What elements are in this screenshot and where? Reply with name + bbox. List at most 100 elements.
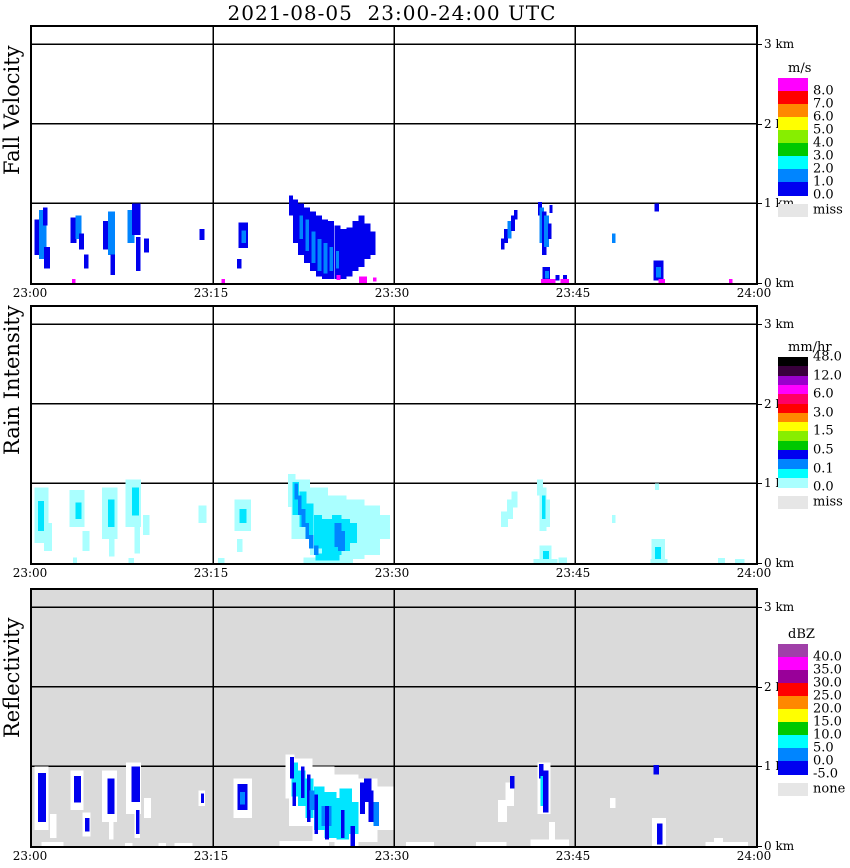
legend-color-cell [778,477,808,488]
data-bin [363,778,372,803]
data-bin [174,842,193,846]
data-bin [308,535,314,549]
data-bin [131,766,140,803]
y-tick-mark [756,766,762,768]
x-tick-label: 23:30 [374,286,410,300]
x-tick-label: 23:45 [555,566,591,580]
x-tick-label: 23:00 [12,286,48,300]
legend-color-cell [778,375,808,386]
data-bin [127,209,135,244]
data-bin [549,822,556,842]
legend-color-cell [778,683,808,697]
y-tick-label: 0 km [764,276,795,290]
legend-color-cell [778,422,808,432]
legend-unit-reflectivity: dBZ [788,627,815,642]
y-tick-label: 0 km [764,839,795,853]
data-bin [292,782,297,807]
legend-color-cell [778,91,808,105]
x-tick-label: 24:00 [736,286,772,300]
legend-missing-label: miss [813,494,843,510]
data-bin [108,211,116,256]
data-bin [306,503,314,540]
x-tick-label: 24:00 [736,566,772,580]
data-bin [713,838,723,842]
data-bin [611,515,616,524]
data-bin [537,479,543,496]
data-bin [132,203,141,236]
data-bin [364,505,381,556]
legend-missing-label: none [813,781,846,797]
legend-unit-rain-intensity: mm/hr [788,340,832,355]
data-bin [654,203,659,212]
data-bin [329,247,333,272]
legend-color-cell [778,394,808,404]
data-bin [497,799,507,823]
data-bin [44,523,52,552]
data-bin [309,790,315,811]
data-bin [657,823,663,845]
data-bin [79,233,84,250]
data-bin [75,502,82,520]
data-bin [658,279,665,283]
data-bin [341,519,350,551]
data-bin [198,505,207,524]
data-bin [313,786,325,831]
data-bin [541,279,556,283]
data-bin [511,215,516,232]
data-bin [108,499,115,528]
data-bin [350,523,358,544]
legend-missing-label: miss [813,202,843,218]
data-bin [293,199,298,244]
legend-value-label: 0.0 [813,753,834,769]
data-bin [74,776,81,803]
data-bin [132,487,139,516]
data-bin [50,814,57,839]
data-bin [364,223,371,260]
y-tick-mark [756,44,762,46]
data-bin [655,483,659,490]
data-bin [655,267,662,278]
x-tick-label: 23:00 [12,849,48,863]
panel-label-rain-intensity: Rain Intensity [0,305,24,455]
data-bin [301,508,306,528]
data-bin [655,547,662,559]
data-bin [109,539,115,557]
legend-value-label: 1.5 [813,423,834,439]
data-bin [533,559,558,563]
legend-color-cell [778,412,808,423]
plot-area-rain-intensity [32,307,756,563]
y-tick-mark [756,203,762,205]
y-tick-mark [756,686,762,688]
legend-value-label: -5.0 [813,766,839,782]
data-bin [728,279,733,283]
data-bin [305,219,309,252]
x-tick-label: 23:15 [193,566,229,580]
legend-color-cell [778,735,808,749]
data-bin [199,228,205,240]
legend-color-cell [778,78,808,92]
legend-value-label: 15.0 [813,714,842,730]
legend-color-cell [778,440,808,451]
data-bin [237,539,243,552]
y-tick-label: 3 km [764,600,795,615]
legend-value-label: 20.0 [813,701,842,717]
x-tick-label: 23:15 [193,849,229,863]
legend-value-label: 0.1 [813,461,834,477]
data-bin [380,515,390,540]
x-tick-label: 23:00 [12,566,48,580]
legend-missing-cell [778,204,808,217]
y-tick-mark [756,563,762,564]
data-bin [358,215,365,267]
data-bin [279,841,329,846]
data-bin [314,794,318,835]
y-tick-mark [756,607,762,609]
legend-color-cell [778,366,808,377]
data-bin [372,277,377,282]
data-bin [82,531,90,552]
data-bin [506,499,513,520]
legend-value-label: 40.0 [813,649,842,665]
data-bin [543,551,549,560]
data-bin [734,559,745,563]
x-tick-label: 23:15 [193,286,229,300]
